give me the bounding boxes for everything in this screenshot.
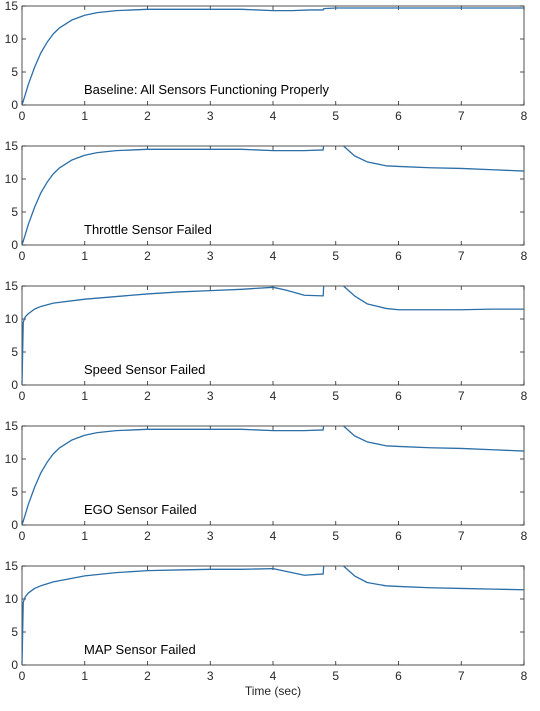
x-tick-label: 8 bbox=[521, 529, 528, 543]
y-tick-label: 10 bbox=[5, 172, 19, 186]
y-tick-label: 5 bbox=[11, 625, 18, 639]
x-tick-label: 1 bbox=[81, 389, 88, 403]
y-tick-label: 5 bbox=[11, 345, 18, 359]
x-tick-label: 5 bbox=[332, 109, 339, 123]
y-tick-label: 0 bbox=[11, 378, 18, 392]
y-tick-label: 10 bbox=[5, 32, 19, 46]
x-tick-label: 1 bbox=[81, 249, 88, 263]
y-tick-label: 15 bbox=[5, 139, 19, 153]
y-tick-label: 5 bbox=[11, 205, 18, 219]
x-tick-label: 0 bbox=[19, 249, 26, 263]
x-tick-label: 5 bbox=[332, 249, 339, 263]
x-tick-label: 3 bbox=[207, 529, 214, 543]
y-tick-label: 10 bbox=[5, 452, 19, 466]
axes-box bbox=[21, 145, 525, 246]
x-tick-label: 6 bbox=[395, 249, 402, 263]
x-tick-label: 1 bbox=[81, 529, 88, 543]
y-tick-label: 0 bbox=[11, 658, 18, 672]
x-tick-label: 5 bbox=[332, 669, 339, 683]
x-tick-label: 0 bbox=[19, 109, 26, 123]
x-tick-label: 4 bbox=[270, 529, 277, 543]
x-tick-label: 8 bbox=[521, 389, 528, 403]
x-tick-label: 1 bbox=[81, 109, 88, 123]
y-tick-label: 10 bbox=[5, 592, 19, 606]
y-tick-label: 0 bbox=[11, 238, 18, 252]
x-tick-label: 8 bbox=[521, 249, 528, 263]
x-tick-label: 5 bbox=[332, 529, 339, 543]
subplot-5: 0 1 2 3 4 5 6 7 8 0 5 10 15 MAP Sensor Failed Time (se… bbox=[5, 559, 528, 698]
y-tick-label: 5 bbox=[11, 485, 18, 499]
x-tick-label: 0 bbox=[19, 669, 26, 683]
x-tick-label: 3 bbox=[207, 249, 214, 263]
x-tick-label: 7 bbox=[458, 109, 465, 123]
series-line bbox=[22, 426, 524, 525]
y-tick-label: 15 bbox=[5, 419, 19, 433]
x-tick-label: 4 bbox=[270, 669, 277, 683]
x-tick-label: 6 bbox=[395, 529, 402, 543]
plot-annotation: EGO Sensor Failed bbox=[84, 502, 197, 517]
series-line bbox=[22, 7, 524, 105]
x-tick-label: 5 bbox=[332, 389, 339, 403]
series-line bbox=[22, 286, 524, 385]
axes-box bbox=[21, 5, 525, 106]
series-line bbox=[22, 566, 524, 665]
x-tick-label: 7 bbox=[458, 529, 465, 543]
x-tick-label: 2 bbox=[144, 389, 151, 403]
y-tick-label: 15 bbox=[5, 0, 19, 13]
y-tick-label: 15 bbox=[5, 559, 19, 573]
y-tick-label: 5 bbox=[11, 65, 18, 79]
plot-annotation: Baseline: All Sensors Functioning Proper… bbox=[84, 82, 329, 97]
x-tick-label: 8 bbox=[521, 109, 528, 123]
x-tick-label: 4 bbox=[270, 389, 277, 403]
x-tick-label: 2 bbox=[144, 529, 151, 543]
axes-box bbox=[21, 425, 525, 526]
x-tick-label: 6 bbox=[395, 389, 402, 403]
axes-box bbox=[21, 285, 525, 386]
x-tick-label: 8 bbox=[521, 669, 528, 683]
x-axis-label: Time (sec) bbox=[245, 684, 301, 698]
plot-annotation: MAP Sensor Failed bbox=[84, 642, 196, 657]
x-tick-label: 7 bbox=[458, 669, 465, 683]
subplot-2: 0 1 2 3 4 5 6 7 8 0 5 10 15 Throttle Sensor Failed bbox=[5, 139, 528, 263]
x-tick-label: 0 bbox=[19, 529, 26, 543]
y-tick-label: 0 bbox=[11, 518, 18, 532]
x-tick-label: 6 bbox=[395, 669, 402, 683]
x-tick-label: 2 bbox=[144, 109, 151, 123]
x-tick-label: 7 bbox=[458, 249, 465, 263]
subplot-4: 0 1 2 3 4 5 6 7 8 0 5 10 15 EGO Sensor Failed bbox=[5, 419, 528, 543]
x-tick-label: 6 bbox=[395, 109, 402, 123]
x-tick-label: 3 bbox=[207, 669, 214, 683]
x-tick-label: 7 bbox=[458, 389, 465, 403]
subplot-1: 0 1 2 3 4 5 6 7 8 0 5 10 15 Baseline: All Sensors Fun… bbox=[5, 0, 528, 123]
plot-annotation: Speed Sensor Failed bbox=[84, 362, 205, 377]
y-tick-label: 0 bbox=[11, 98, 18, 112]
y-tick-label: 15 bbox=[5, 279, 19, 293]
x-tick-label: 4 bbox=[270, 109, 277, 123]
y-tick-label: 10 bbox=[5, 312, 19, 326]
x-tick-label: 4 bbox=[270, 249, 277, 263]
x-tick-label: 1 bbox=[81, 669, 88, 683]
x-tick-label: 2 bbox=[144, 669, 151, 683]
series-line bbox=[22, 146, 524, 245]
x-tick-label: 2 bbox=[144, 249, 151, 263]
x-tick-label: 3 bbox=[207, 389, 214, 403]
subplot-3: 0 1 2 3 4 5 6 7 8 0 5 10 15 Speed Sensor Failed bbox=[5, 279, 528, 403]
x-tick-label: 3 bbox=[207, 109, 214, 123]
plot-annotation: Throttle Sensor Failed bbox=[84, 222, 212, 237]
x-tick-label: 0 bbox=[19, 389, 26, 403]
